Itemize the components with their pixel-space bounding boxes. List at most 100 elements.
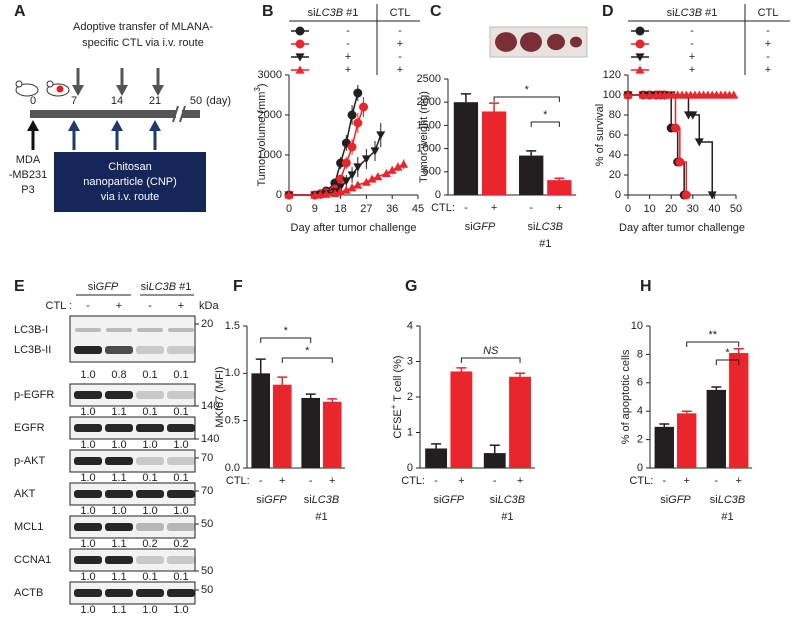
marker [729,90,739,99]
ctl-sign: + [329,475,335,487]
tumor [547,33,565,51]
y-tick-label: 1 [407,426,413,438]
band [105,391,133,399]
marker [635,26,645,36]
arrow-head [152,85,164,96]
error-bar [489,444,500,454]
y-tick-label: 3 [407,355,413,367]
quant-label: 1.0 [173,604,188,616]
band [136,346,164,354]
y-axis-label: % of survival [594,104,606,166]
quant-label: 1.0 [80,472,95,484]
y-tick-label: 6 [637,377,643,389]
marker [284,190,294,199]
y-tick-label: 100 [603,89,621,101]
marker [341,158,351,168]
y-tick-label: 4 [637,405,643,417]
quant-label: 0.1 [173,369,188,381]
error-bar [305,393,316,398]
panel-label: F [233,278,243,295]
ctl-sign: + [178,300,184,312]
blot-box [69,315,196,363]
transfer-text: Adoptive transfer of MLANA- [73,21,213,33]
day-unit: (day) [206,95,231,107]
tumor [520,32,542,52]
quant-label: 1.0 [111,439,126,451]
significance-label: * [284,325,289,337]
legend-sign: - [766,25,770,37]
group-label-part: #1 [176,281,191,293]
error-bar [515,372,526,377]
y-tick-label: 2 [407,391,413,403]
group-label: siGFP [256,494,287,506]
band [74,457,102,465]
quant-label: 1.1 [111,604,126,616]
kda-value: 140 [201,400,219,412]
quant-label: 0.8 [111,369,126,381]
marker [373,172,383,181]
y-tick-label: 0 [407,462,413,474]
bar [322,401,342,468]
bar [450,371,473,468]
x-tick-label: 27 [360,203,372,215]
marker [635,65,645,74]
marker [347,142,357,152]
quant-label: 1.0 [142,505,157,517]
protein-label: p-AKT [14,455,45,467]
marker [353,88,363,98]
band [167,391,195,399]
marker [376,131,386,140]
x-tick-label: 45 [412,203,424,215]
legend-header: siLC3B #1 [308,7,359,19]
error-bar [255,358,266,374]
group-label-part: LC3B [498,494,526,506]
y-tick-label: 1.0 [225,367,240,379]
quant-label: 0.1 [173,472,188,484]
band [167,424,195,432]
ctl-sign: - [434,475,438,487]
legend-sign: + [765,64,771,76]
y-tick-label: 80 [609,109,621,121]
group-label-part: GFP [441,494,464,506]
y-tick-label: 500 [423,166,441,178]
legend-sign: + [689,51,695,63]
group-label-part: si [710,494,718,506]
group-label-part: si [465,221,473,233]
band [105,346,133,354]
band [136,490,164,498]
y-tick-label: 3000 [258,69,282,81]
y-axis-label-part: + [389,404,398,409]
marker [399,159,409,168]
group-label: siGFP [660,494,691,506]
group-label-line2: #1 [501,511,513,523]
band [105,490,133,498]
day-label: 21 [149,95,161,107]
legend-sign: - [690,25,694,37]
y-tick-label: 8 [637,348,643,360]
panel-label: E [14,278,25,295]
x-tick-label: 0 [286,203,292,215]
band [106,328,132,332]
y-tick-label: 0.0 [225,462,240,474]
arrow-head [27,120,39,131]
y-tick-label: 0 [435,189,441,201]
ctl-sign: - [86,300,90,312]
error-bar [489,102,500,112]
quant-label: 1.0 [80,571,95,583]
marker [353,163,363,172]
band [105,589,133,597]
y-axis-label: MKI67 (MFI) [214,366,226,427]
cell-line: -MB231 [9,169,48,181]
band [74,346,102,354]
band [75,328,101,332]
marker [359,102,369,112]
significance-bracket [493,96,560,102]
group-label-part: LC3B [718,494,746,506]
panel-label: G [405,278,417,295]
band [74,490,102,498]
marker [341,177,351,186]
quant-label: 1.0 [80,406,95,418]
kda-value: 70 [201,452,213,464]
legend-header-part: LC3B [316,7,344,19]
marker [361,155,371,164]
